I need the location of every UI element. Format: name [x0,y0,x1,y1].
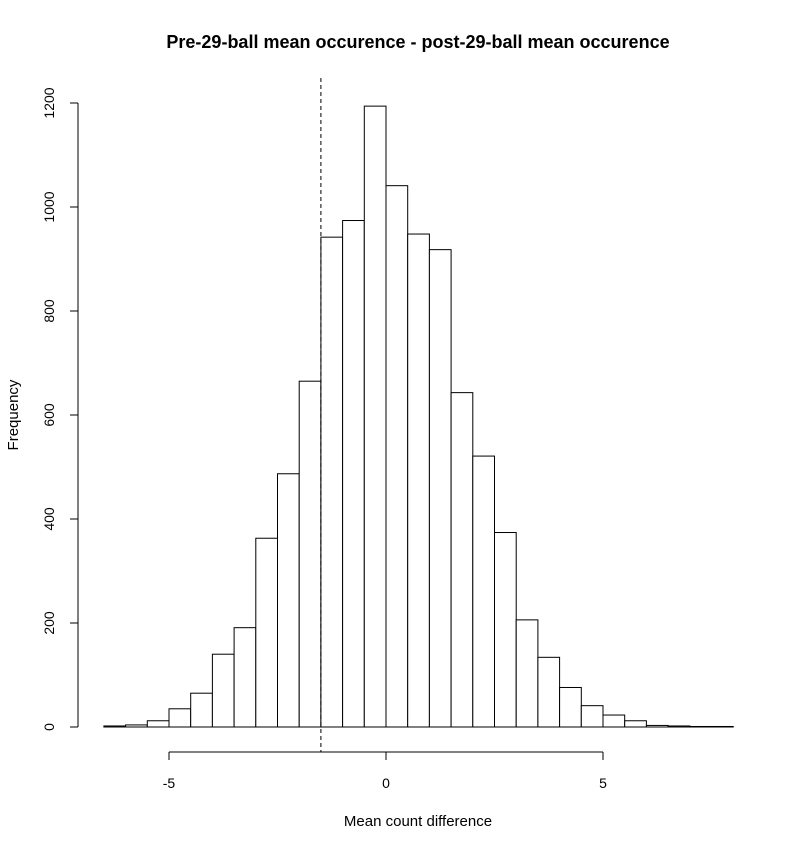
histogram-bar [342,220,365,728]
histogram-bar [103,725,127,728]
y-tick-label: 600 [41,403,57,427]
histogram-bar [645,724,669,728]
x-axis-label: Mean count difference [344,813,492,830]
x-axis: -5 0 5 [163,751,607,791]
y-tick-label: 1000 [41,191,57,222]
y-axis: 0 200 400 600 800 1000 1200 [41,87,79,731]
histogram-bar [211,653,235,728]
histogram-bar [494,532,517,728]
histogram-bar [298,380,322,728]
histogram-bar [559,686,582,728]
histogram-bar [233,627,257,728]
histogram-bar [428,249,452,728]
histogram-bar [515,619,539,728]
histogram-bar [255,537,279,728]
y-tick-label: 800 [41,299,57,323]
histogram-bar [363,105,387,728]
y-tick-label: 200 [41,611,57,635]
histogram-bar [602,714,626,728]
histogram-bar [580,705,604,728]
histogram-bar [277,473,300,728]
histogram-bar [320,236,344,728]
y-tick-label: 1200 [41,87,57,118]
bars-group [103,105,734,728]
histogram-bar [385,185,409,728]
histogram-bar [168,708,192,728]
histogram-bar [624,720,647,728]
histogram-bar [689,725,712,728]
chart-title: Pre-29-ball mean occurence - post-29-bal… [166,32,669,52]
y-tick-label: 0 [41,723,57,731]
y-tick-label: 400 [41,507,57,531]
x-tick-label: 5 [599,775,607,791]
y-axis-label: Frequency [5,379,22,450]
histogram-bar [125,724,148,728]
histogram-bar [190,692,213,728]
histogram-bar [667,725,691,728]
histogram-bar [711,725,734,728]
histogram-bar [472,455,495,728]
histogram-bar [407,233,430,728]
histogram-bar [146,720,170,728]
x-tick-label: -5 [163,775,176,791]
histogram-bar [537,656,561,728]
histogram-bar [450,392,474,728]
x-tick-label: 0 [382,775,390,791]
